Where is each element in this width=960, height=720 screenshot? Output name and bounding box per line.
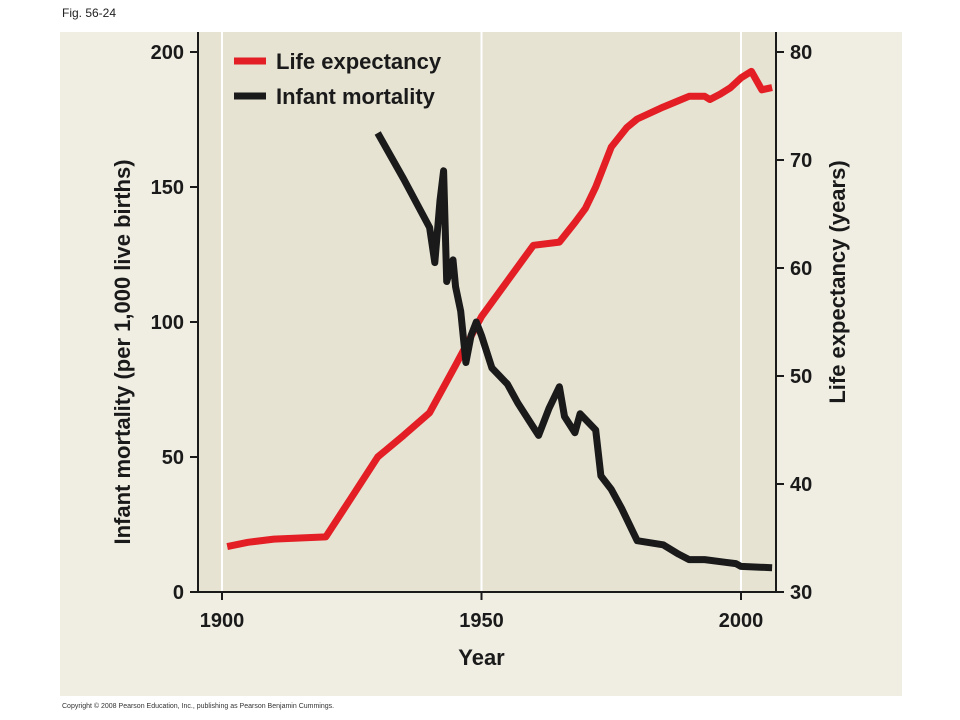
y-right-tick-label: 60 (790, 258, 812, 280)
y-right-tick-label: 70 (790, 150, 812, 172)
figure-label: Fig. 56-24 (62, 6, 117, 20)
x-tick-label: 1900 (200, 610, 245, 632)
y-right-tick-label: 40 (790, 474, 812, 496)
y-right-tick-label: 30 (790, 582, 812, 604)
y-left-axis-title: Infant mortality (per 1,000 live births) (110, 159, 135, 544)
copyright-notice: Copyright © 2008 Pearson Education, Inc.… (62, 703, 335, 710)
legend: Life expectancy Infant mortality (234, 49, 442, 109)
chart-svg: 1900 1950 2000 0 50 100 150 200 30 40 50 60 70 80 Lif… (110, 32, 850, 670)
legend-label-life-expectancy: Life expectancy (276, 49, 442, 74)
tick-labels: 1900 1950 2000 0 50 100 150 200 30 40 50 60 70 80 (151, 42, 813, 632)
chart-panel: 1900 1950 2000 0 50 100 150 200 30 40 50 60 70 80 Lif… (60, 32, 902, 696)
infant-mortality-line (374, 131, 773, 572)
y-right-tick-label: 80 (790, 42, 812, 64)
axes (190, 32, 784, 600)
x-axis-title: Year (458, 645, 505, 670)
y-left-tick-label: 0 (173, 582, 184, 604)
life-expectancy-line (226, 67, 773, 551)
y-left-tick-label: 150 (151, 177, 184, 199)
x-tick-label: 2000 (719, 610, 764, 632)
data-series (226, 67, 773, 572)
legend-label-infant-mortality: Infant mortality (276, 84, 436, 109)
x-tick-label: 1950 (459, 610, 504, 632)
y-right-tick-label: 50 (790, 366, 812, 388)
y-left-tick-label: 200 (151, 42, 184, 64)
y-right-axis-title: Life expectancy (years) (825, 160, 850, 403)
y-left-tick-label: 50 (162, 447, 184, 469)
y-left-tick-label: 100 (151, 312, 184, 334)
